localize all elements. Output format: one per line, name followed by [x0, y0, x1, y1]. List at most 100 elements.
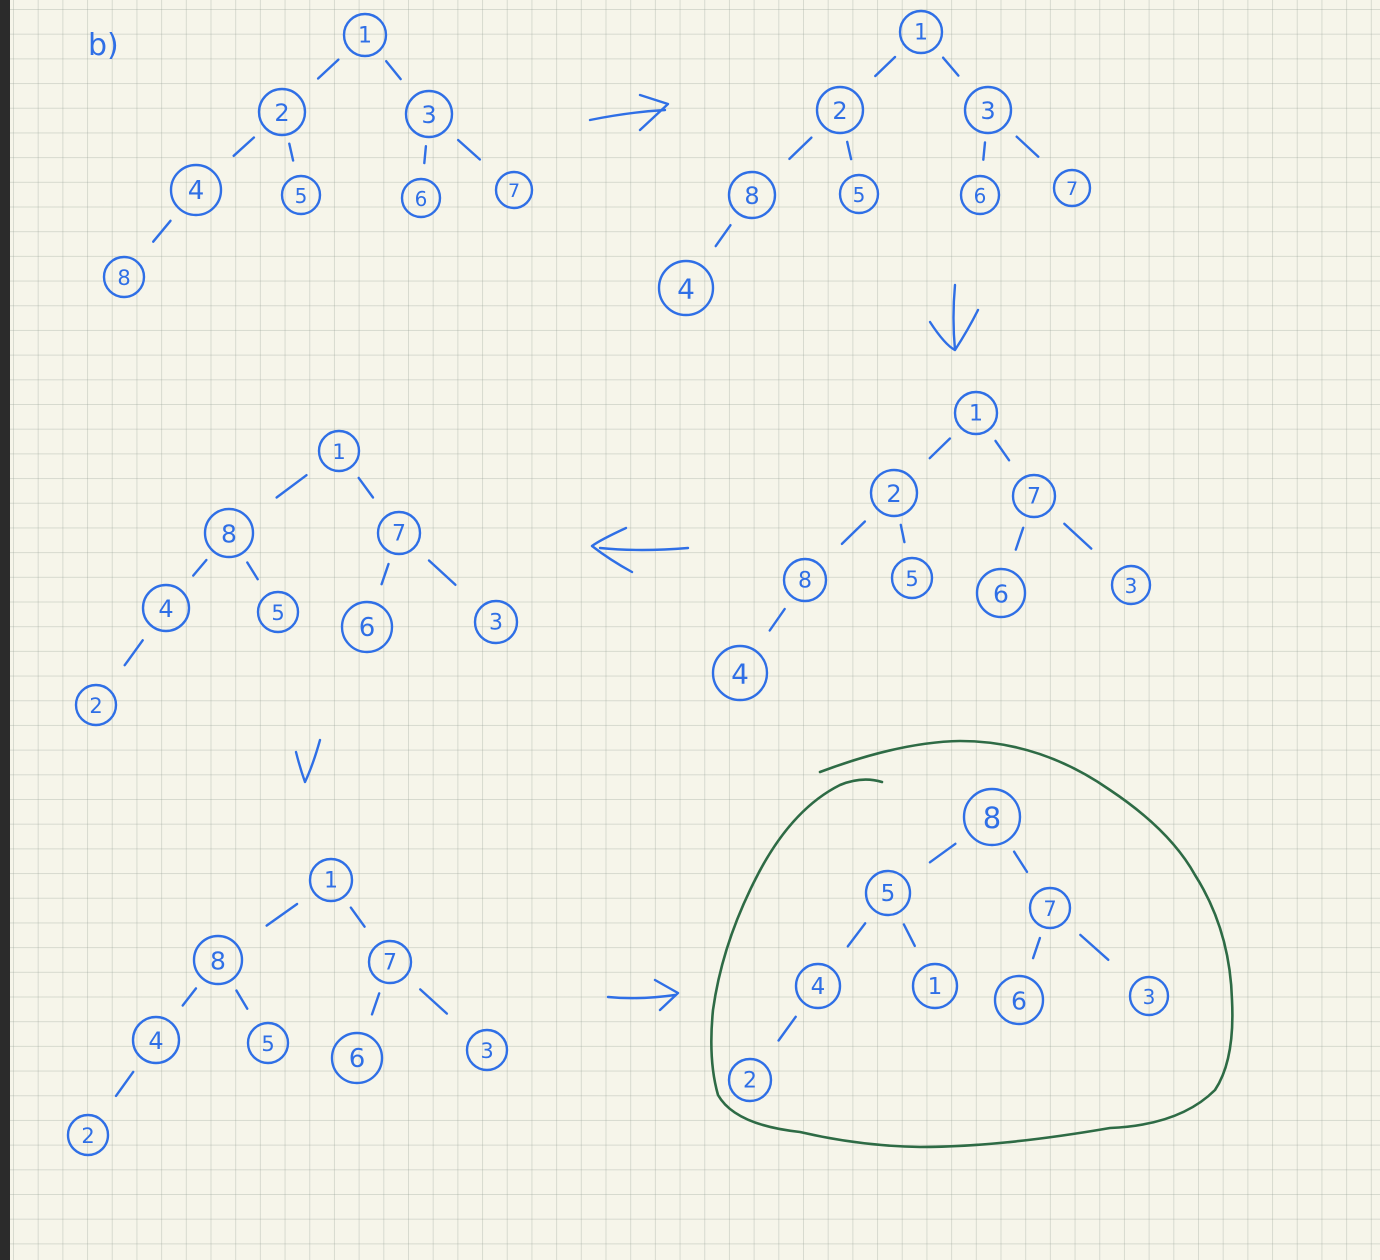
tree-node: 2 — [815, 85, 865, 135]
node-circle — [131, 1015, 181, 1065]
node-circle — [400, 177, 442, 219]
node-label: 5 — [271, 601, 284, 625]
tree-edge — [768, 607, 786, 632]
node-label: 3 — [1125, 574, 1138, 598]
node-circle — [782, 557, 828, 603]
tree-node: 6 — [975, 567, 1027, 619]
node-circle — [256, 590, 300, 634]
node-circle — [74, 683, 118, 727]
node-label: 6 — [359, 613, 376, 643]
node-label: 1 — [914, 21, 928, 46]
node-circle — [993, 974, 1045, 1026]
tree-edge — [232, 136, 256, 158]
tree-node: 5 — [864, 869, 912, 917]
tree-node: 5 — [890, 556, 934, 600]
tree-node: 6 — [330, 1031, 384, 1085]
tree-node: 4 — [794, 962, 842, 1010]
tree-edge — [423, 144, 428, 165]
node-circle — [962, 787, 1022, 847]
node-label: 4 — [158, 595, 173, 623]
tree-edge — [357, 476, 375, 499]
tree-node: 3 — [473, 599, 519, 645]
tree-edge — [275, 474, 308, 499]
tree-node: 3 — [1110, 564, 1152, 606]
tree-edge — [714, 223, 732, 248]
node-label: 5 — [295, 184, 308, 208]
node-circle — [975, 567, 1027, 619]
tree-edge — [419, 988, 449, 1015]
node-circle — [141, 583, 191, 633]
tree-node: 8 — [102, 255, 146, 299]
tree-node: 8 — [203, 507, 255, 559]
tree-node: 7 — [1028, 886, 1072, 930]
tree-node: 8 — [962, 787, 1022, 847]
tree-node: 6 — [340, 600, 394, 654]
node-label: 6 — [974, 184, 987, 208]
tree-node: 2 — [74, 683, 118, 727]
tree-edge — [151, 219, 172, 243]
node-label: 7 — [1066, 178, 1078, 200]
tree-step-4: 1 8 7 4 5 6 3 2 — [74, 429, 519, 727]
node-label: 6 — [1011, 987, 1027, 1016]
node-label: 1 — [969, 402, 983, 427]
node-label: 1 — [928, 974, 943, 1000]
node-circle — [246, 1021, 290, 1065]
node-label: 4 — [731, 658, 749, 691]
tree-node: 8 — [727, 170, 777, 220]
node-circle — [308, 857, 354, 903]
node-circle — [102, 255, 146, 299]
node-circle — [898, 9, 944, 55]
tree-node: 3 — [404, 89, 454, 139]
node-circle — [864, 869, 912, 917]
node-label: 2 — [89, 694, 102, 718]
node-circle — [711, 644, 769, 702]
tree-edge — [846, 140, 853, 161]
node-label: 7 — [392, 522, 406, 547]
tree-edge — [181, 987, 198, 1007]
node-circle — [257, 87, 307, 137]
node-label: 7 — [1027, 485, 1041, 510]
node-label: 3 — [489, 611, 503, 636]
arrow-down — [928, 283, 980, 352]
node-label: 8 — [210, 947, 226, 976]
node-label: 3 — [480, 1039, 493, 1063]
node-label: 4 — [148, 1027, 163, 1055]
node-circle — [869, 468, 919, 518]
tree-edge — [941, 56, 960, 77]
node-circle — [727, 170, 777, 220]
tree-node: 2 — [869, 468, 919, 518]
tree-edge — [777, 1015, 797, 1042]
tree-edge — [846, 922, 867, 948]
tree-node: 4 — [711, 644, 769, 702]
tree-node: 4 — [657, 259, 715, 317]
tree-node: 2 — [257, 87, 307, 137]
tree-edge — [982, 141, 987, 161]
grid-paper — [10, 0, 1380, 1260]
node-circle — [404, 89, 454, 139]
node-circle — [911, 962, 959, 1010]
tree-node: 1 — [898, 9, 944, 55]
node-label: 5 — [881, 881, 896, 907]
node-label: 4 — [188, 176, 205, 206]
tree-edge — [840, 520, 867, 546]
node-circle — [953, 390, 999, 436]
node-label: 5 — [853, 183, 866, 207]
node-label: 6 — [349, 1044, 366, 1074]
tree-edge — [123, 639, 144, 667]
window-left-edge — [0, 0, 10, 1260]
tree-node: 8 — [192, 934, 244, 986]
tree-node: 4 — [131, 1015, 181, 1065]
tree-node: 7 — [1052, 168, 1092, 208]
node-label: 7 — [508, 180, 520, 202]
tree-edge — [994, 439, 1011, 462]
tree-edge — [380, 562, 390, 586]
node-circle — [1028, 886, 1072, 930]
node-circle — [342, 12, 388, 58]
tree-node: 3 — [963, 85, 1013, 135]
tree-edge — [456, 138, 482, 161]
tree-edge — [349, 906, 366, 928]
tree-node: 5 — [246, 1021, 290, 1065]
tree-node: 1 — [317, 429, 361, 473]
node-circle — [1052, 168, 1092, 208]
node-label: 1 — [332, 440, 345, 464]
